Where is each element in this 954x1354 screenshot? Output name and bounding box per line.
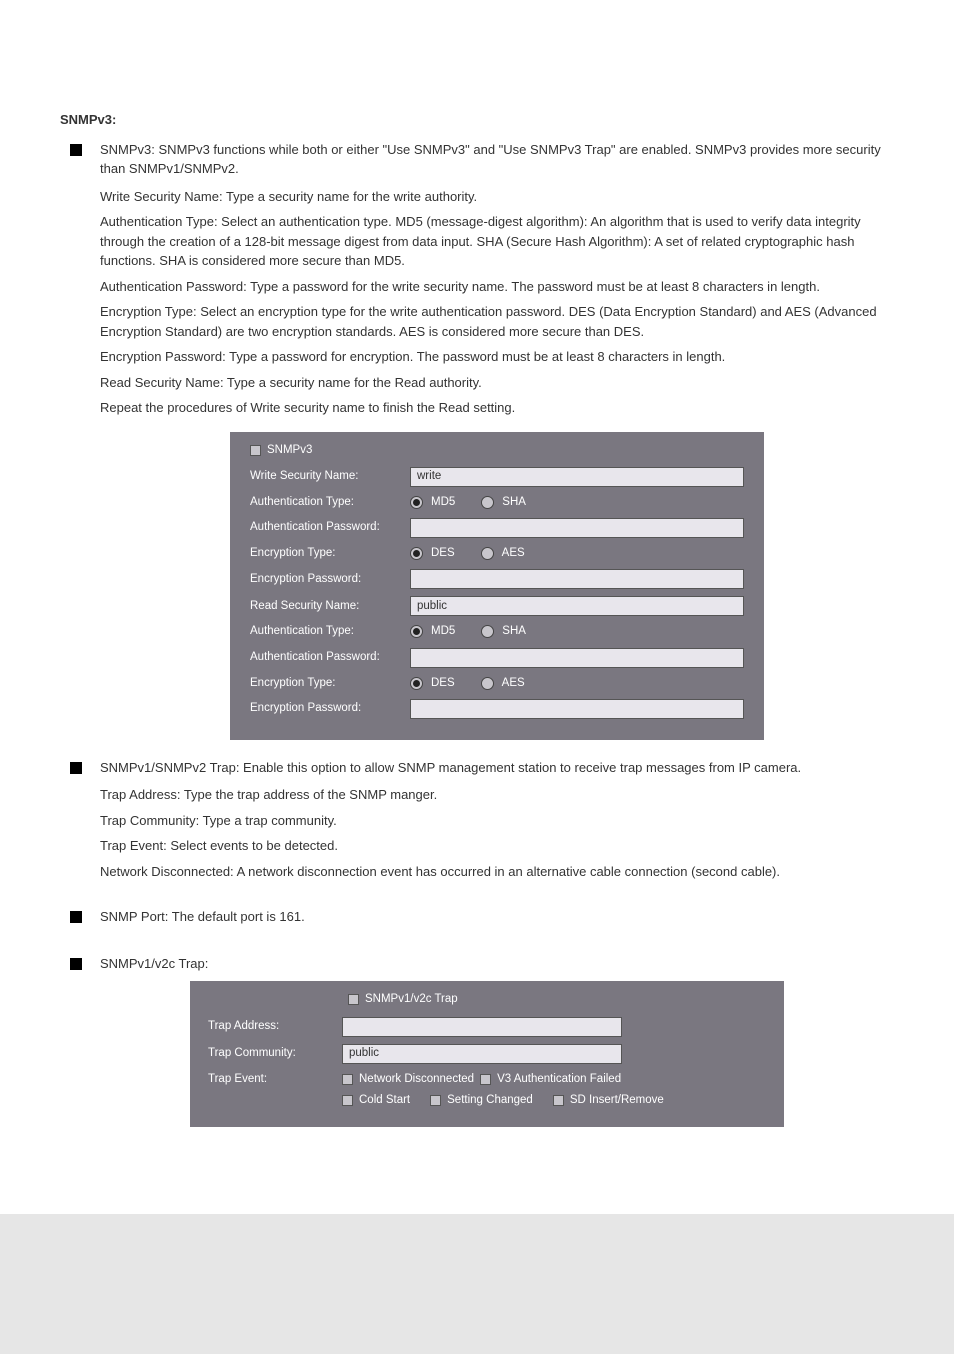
auth-type-label-1: Authentication Type: xyxy=(250,494,410,511)
write-security-label: Write Security Name: xyxy=(250,468,410,485)
para-auth-type: Authentication Type: Select an authentic… xyxy=(100,212,894,271)
bullet-text: SNMP Port: The default port is 161. xyxy=(100,907,894,927)
snmpv3-panel: SNMPv3 Write Security Name: write Authen… xyxy=(230,432,764,740)
bullet-text: SNMPv1/SNMPv2 Trap: Enable this option t… xyxy=(100,758,894,778)
bullet-text: SNMPv3: SNMPv3 functions while both or e… xyxy=(100,140,894,179)
trap-event-label: Trap Event: xyxy=(208,1071,342,1088)
bullet-icon xyxy=(70,144,82,156)
read-security-input[interactable]: public xyxy=(410,596,744,616)
aes-label-1: AES xyxy=(502,545,525,562)
enc-type-label-2: Encryption Type: xyxy=(250,675,410,692)
write-security-input[interactable]: write xyxy=(410,467,744,487)
snmpv3-checkbox-label: SNMPv3 xyxy=(267,442,312,459)
para-net-disc: Network Disconnected: A network disconne… xyxy=(100,862,894,882)
des-label-2: DES xyxy=(431,675,455,692)
para-enc-type: Encryption Type: Select an encryption ty… xyxy=(100,302,894,341)
auth-pwd-label-1: Authentication Password: xyxy=(250,519,410,536)
sd-insert-remove-label: SD Insert/Remove xyxy=(570,1092,664,1109)
md5-label-2: MD5 xyxy=(431,623,455,640)
para-trap-comm: Trap Community: Type a trap community. xyxy=(100,811,894,831)
bullet-snmpv3: SNMPv3: SNMPv3 functions while both or e… xyxy=(70,140,894,179)
setting-changed-label: Setting Changed xyxy=(447,1092,533,1109)
bullet-icon xyxy=(70,958,82,970)
md5-label-1: MD5 xyxy=(431,494,455,511)
section-heading: SNMPv3: xyxy=(60,110,894,130)
trap-community-input[interactable]: public xyxy=(342,1044,622,1064)
trap-address-input[interactable] xyxy=(342,1017,622,1037)
network-disconnected-label: Network Disconnected xyxy=(359,1071,474,1088)
trap-community-label: Trap Community: xyxy=(208,1045,342,1062)
v3-auth-failed-checkbox[interactable] xyxy=(480,1074,491,1085)
setting-changed-checkbox[interactable] xyxy=(430,1095,441,1106)
bullet-icon xyxy=(70,911,82,923)
para-read-sec: Read Security Name: Type a security name… xyxy=(100,373,894,393)
para-trap-event: Trap Event: Select events to be detected… xyxy=(100,836,894,856)
bullet-text: SNMPv1/v2c Trap: xyxy=(100,954,894,974)
auth-type-label-2: Authentication Type: xyxy=(250,623,410,640)
enc-pwd-label-2: Encryption Password: xyxy=(250,700,410,717)
trap-panel: SNMPv1/v2c Trap Trap Address: Trap Commu… xyxy=(190,981,784,1127)
auth-pwd-input-1[interactable] xyxy=(410,518,744,538)
auth-pwd-input-2[interactable] xyxy=(410,648,744,668)
sha-radio-2[interactable] xyxy=(481,625,494,638)
bullet-trap: SNMPv1/SNMPv2 Trap: Enable this option t… xyxy=(70,758,894,778)
v3-auth-failed-label: V3 Authentication Failed xyxy=(497,1071,621,1088)
enc-type-label-1: Encryption Type: xyxy=(250,545,410,562)
aes-radio-2[interactable] xyxy=(481,677,494,690)
aes-radio-1[interactable] xyxy=(481,547,494,560)
read-security-label: Read Security Name: xyxy=(250,598,410,615)
enc-pwd-input-1[interactable] xyxy=(410,569,744,589)
sd-insert-remove-checkbox[interactable] xyxy=(553,1095,564,1106)
network-disconnected-checkbox[interactable] xyxy=(342,1074,353,1085)
enc-pwd-label-1: Encryption Password: xyxy=(250,571,410,588)
para-write-security: Write Security Name: Type a security nam… xyxy=(100,187,894,207)
sha-label-2: SHA xyxy=(502,623,526,640)
trap-checkbox[interactable] xyxy=(348,994,359,1005)
des-radio-2[interactable] xyxy=(410,677,423,690)
aes-label-2: AES xyxy=(502,675,525,692)
bullet-trap-settings: SNMPv1/v2c Trap: xyxy=(70,954,894,974)
bullet-icon xyxy=(70,762,82,774)
md5-radio-1[interactable] xyxy=(410,496,423,509)
trap-address-label: Trap Address: xyxy=(208,1018,342,1035)
para-enc-pwd: Encryption Password: Type a password for… xyxy=(100,347,894,367)
snmpv3-checkbox[interactable] xyxy=(250,445,261,456)
para-auth-pwd: Authentication Password: Type a password… xyxy=(100,277,894,297)
cold-start-checkbox[interactable] xyxy=(342,1095,353,1106)
sha-label-1: SHA xyxy=(502,494,526,511)
bottom-bar xyxy=(0,1214,954,1354)
des-radio-1[interactable] xyxy=(410,547,423,560)
des-label-1: DES xyxy=(431,545,455,562)
enc-pwd-input-2[interactable] xyxy=(410,699,744,719)
trap-checkbox-label: SNMPv1/v2c Trap xyxy=(365,991,458,1008)
md5-radio-2[interactable] xyxy=(410,625,423,638)
bullet-port: SNMP Port: The default port is 161. xyxy=(70,907,894,927)
sha-radio-1[interactable] xyxy=(481,496,494,509)
auth-pwd-label-2: Authentication Password: xyxy=(250,649,410,666)
cold-start-label: Cold Start xyxy=(359,1092,410,1109)
para-repeat: Repeat the procedures of Write security … xyxy=(100,398,894,418)
para-trap-addr: Trap Address: Type the trap address of t… xyxy=(100,785,894,805)
